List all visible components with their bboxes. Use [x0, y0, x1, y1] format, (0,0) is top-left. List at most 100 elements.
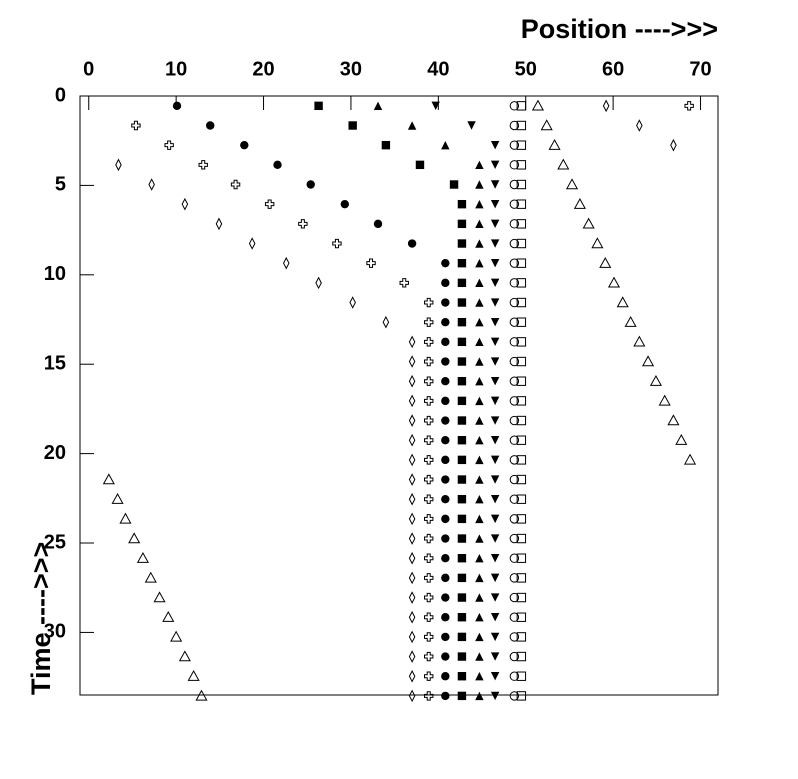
- y-tick-label: 5: [55, 174, 66, 196]
- point: [624, 315, 637, 327]
- y-tick-label: 20: [44, 442, 66, 464]
- y-tick-label: 25: [44, 531, 66, 553]
- point: [148, 178, 155, 191]
- point: [475, 337, 484, 347]
- point: [475, 278, 484, 288]
- point: [490, 652, 500, 661]
- point: [509, 179, 520, 190]
- point: [381, 140, 391, 150]
- point: [475, 376, 484, 386]
- point: [441, 278, 450, 288]
- point: [457, 416, 467, 425]
- point: [516, 651, 527, 662]
- point: [475, 180, 484, 189]
- point: [441, 554, 450, 563]
- point: [136, 551, 149, 563]
- point: [408, 669, 416, 683]
- point: [273, 160, 282, 170]
- point: [424, 337, 434, 347]
- point: [516, 455, 527, 465]
- point: [509, 494, 520, 504]
- point: [441, 436, 450, 445]
- point: [490, 160, 500, 170]
- point: [424, 671, 434, 681]
- point: [516, 337, 527, 347]
- point: [424, 691, 434, 701]
- point: [431, 101, 440, 111]
- point: [516, 671, 527, 681]
- point: [119, 512, 132, 524]
- point: [407, 121, 417, 130]
- x-tick-label: 10: [165, 58, 187, 80]
- point: [408, 414, 416, 427]
- point: [424, 474, 434, 485]
- point: [399, 278, 409, 288]
- point: [408, 571, 416, 585]
- point: [264, 199, 275, 209]
- point: [373, 219, 383, 229]
- point: [516, 592, 527, 603]
- point: [441, 593, 450, 602]
- point: [509, 671, 520, 681]
- point: [516, 258, 527, 268]
- point: [509, 573, 520, 583]
- point: [408, 335, 416, 349]
- point: [408, 453, 416, 467]
- point: [509, 337, 520, 347]
- point: [102, 473, 115, 485]
- point: [516, 238, 527, 249]
- point: [441, 140, 450, 150]
- point: [516, 278, 527, 288]
- point: [441, 573, 450, 583]
- point: [424, 396, 434, 406]
- point: [424, 612, 434, 622]
- point: [490, 180, 500, 189]
- point: [490, 278, 500, 288]
- point: [475, 514, 484, 524]
- point: [424, 356, 434, 367]
- point: [475, 475, 484, 484]
- point: [658, 394, 671, 406]
- point: [548, 138, 561, 150]
- x-tick-label: 20: [252, 58, 274, 80]
- point: [144, 571, 157, 583]
- point: [509, 120, 520, 131]
- point: [509, 514, 520, 524]
- point: [172, 101, 182, 111]
- point: [490, 219, 500, 229]
- point: [516, 435, 527, 445]
- point: [457, 495, 467, 504]
- point: [540, 119, 553, 131]
- point: [475, 672, 484, 681]
- point: [457, 317, 467, 327]
- point: [457, 239, 467, 248]
- point: [490, 258, 500, 268]
- point: [490, 376, 500, 386]
- point: [424, 533, 434, 544]
- point: [366, 258, 376, 268]
- x-axis-title: Position ---->>>: [521, 14, 718, 44]
- point: [475, 593, 484, 602]
- point: [602, 99, 610, 113]
- point: [490, 199, 500, 209]
- point: [162, 610, 175, 622]
- point: [509, 455, 520, 465]
- point: [490, 495, 500, 504]
- point: [675, 433, 688, 445]
- point: [424, 317, 434, 327]
- point: [516, 101, 527, 111]
- point: [178, 650, 191, 662]
- point: [516, 297, 527, 308]
- point: [490, 416, 500, 425]
- point: [457, 593, 467, 602]
- point: [516, 612, 527, 622]
- point: [457, 357, 467, 366]
- point: [424, 514, 434, 524]
- point: [424, 415, 434, 426]
- y-tick-label: 10: [44, 263, 66, 285]
- point: [509, 160, 520, 170]
- point: [408, 610, 416, 624]
- y-tick-label: 30: [44, 621, 66, 643]
- point: [516, 160, 527, 170]
